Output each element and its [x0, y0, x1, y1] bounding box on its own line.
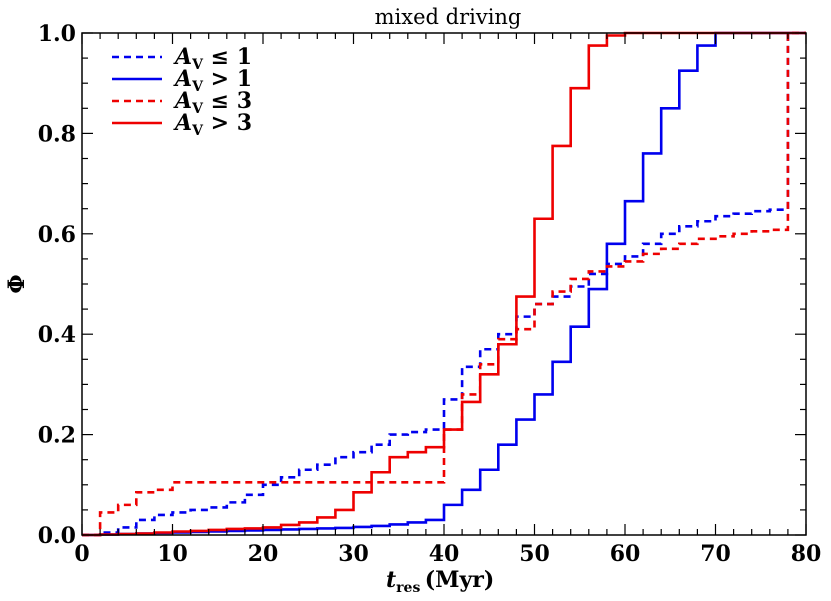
- x-tick-label: 70: [700, 541, 731, 567]
- y-tick-label: 0.4: [38, 322, 76, 348]
- x-tick-label: 40: [429, 541, 460, 567]
- y-tick-label: 0.2: [38, 423, 76, 449]
- x-tick-label: 20: [248, 541, 279, 567]
- legend-label-4: AV > 3: [173, 110, 252, 139]
- axes-layer: 0 10 20 30 40 50 60 70 80 0.0 0.2 0.4 0.6 0.8 1.0: [38, 21, 822, 567]
- y-tick-label: 0.8: [38, 121, 76, 147]
- x-tick-label: 60: [610, 541, 641, 567]
- y-tick-label: 1.0: [38, 21, 76, 47]
- x-tick-label: 50: [519, 541, 550, 567]
- y-tick-label: 0.6: [38, 222, 76, 248]
- y-tick-label: 0.0: [38, 523, 76, 549]
- x-tick-label: 80: [791, 541, 822, 567]
- series-line-1: [82, 31, 806, 537]
- legend-label-1: AV ≤ 1: [173, 44, 252, 73]
- x-tick-label: 10: [157, 541, 188, 567]
- legend-label-2: AV > 1: [173, 66, 252, 95]
- legend: AV ≤ 1AV > 1AV ≤ 3AV > 3: [112, 44, 252, 139]
- axis-labels: tres (Myr) Φ: [4, 274, 494, 596]
- x-tick-label: 0: [74, 541, 89, 567]
- chart-title: mixed driving: [375, 5, 522, 29]
- series-line-4: [82, 31, 806, 537]
- y-axis-label: Φ: [4, 274, 30, 293]
- x-tick-label: 30: [338, 541, 369, 567]
- x-axis-label: tres (Myr): [386, 567, 494, 596]
- legend-label-3: AV ≤ 3: [173, 88, 252, 117]
